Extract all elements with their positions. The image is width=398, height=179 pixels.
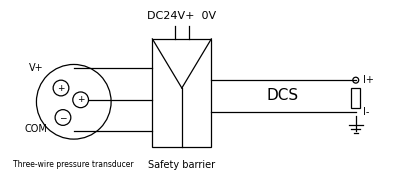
Text: +: + [77, 95, 84, 104]
Bar [351, 88, 360, 108]
Text: DCS: DCS [266, 88, 298, 103]
Text: V+: V+ [29, 63, 43, 73]
Text: Safety barrier: Safety barrier [148, 160, 215, 170]
Text: −: − [59, 113, 67, 122]
Text: DC24V+  0V: DC24V+ 0V [147, 11, 217, 21]
Text: +: + [57, 84, 65, 93]
Text: I+: I+ [363, 75, 373, 85]
Text: Three-wire pressure transducer: Three-wire pressure transducer [14, 160, 134, 169]
Text: I-: I- [363, 107, 369, 117]
Bar [152, 39, 211, 147]
Text: COM: COM [25, 124, 47, 134]
